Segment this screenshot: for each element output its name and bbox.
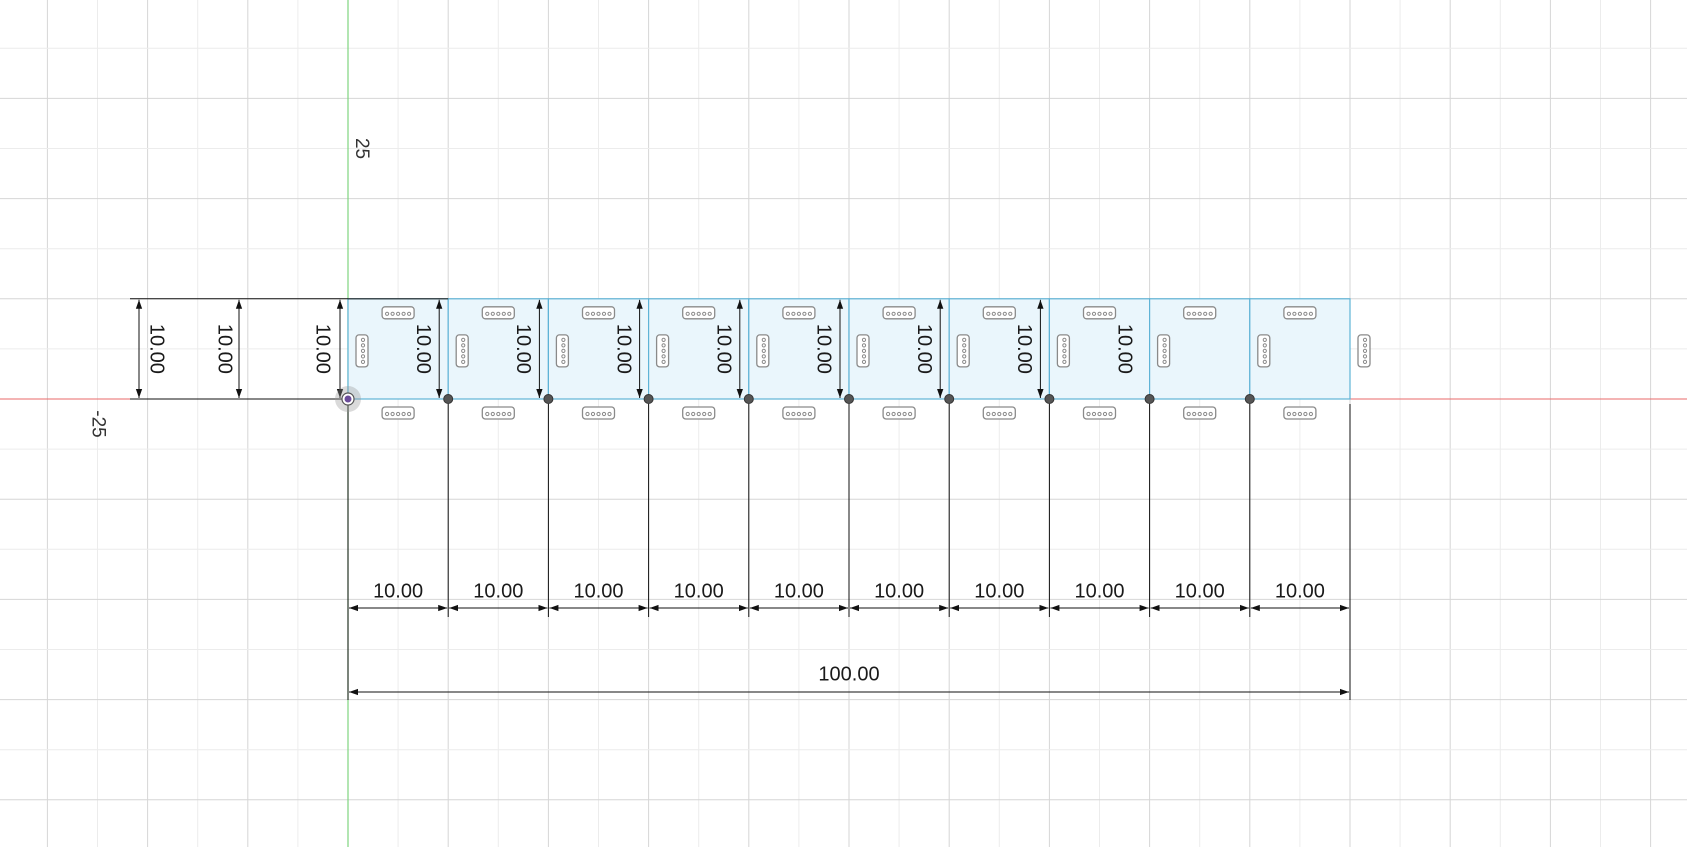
horizontal-dimension-label[interactable]: 10.00 [974,580,1024,602]
axis-label-vertical: 25 [351,138,372,159]
vertical-dimension-label[interactable]: 10.00 [713,324,735,374]
horizontal-constraint-icon [481,406,515,420]
vertical-dimension-label[interactable]: 10.00 [312,324,334,374]
horizontal-constraint-icon [1183,406,1217,420]
vertical-dimension-label[interactable]: 10.00 [214,324,236,374]
sketch-point-icon[interactable] [1244,394,1255,404]
vertical-constraint-icon [1056,334,1071,368]
sketch-point-icon[interactable] [1144,394,1155,404]
horizontal-dimension-label[interactable]: 10.00 [674,580,724,602]
sketch-point-icon[interactable] [1044,394,1055,404]
horizontal-dimension-label[interactable]: 10.00 [573,580,623,602]
vertical-dimension-label[interactable]: 10.00 [146,324,168,374]
vertical-constraint-icon [355,334,369,368]
horizontal-dimension-label[interactable]: 10.00 [1275,580,1325,602]
horizontal-dimension-label[interactable]: 10.00 [473,580,523,602]
vertical-constraint-icon [756,334,770,368]
horizontal-dimension-label[interactable]: 10.00 [1175,580,1225,602]
horizontal-dimension-label[interactable]: 10.00 [874,580,924,602]
vertical-dimension-label[interactable]: 10.00 [813,324,835,374]
horizontal-constraint-icon [782,306,816,320]
axis-label-horizontal: -25 [88,410,109,437]
horizontal-constraint-icon [982,406,1016,420]
sketch-point-icon[interactable] [844,394,854,404]
vertical-constraint-icon [455,334,469,368]
horizontal-constraint-icon [581,306,616,320]
vertical-constraint-icon [655,334,670,368]
vertical-dimension-label[interactable]: 10.00 [512,324,534,374]
vertical-constraint-icon [555,334,570,368]
vertical-dimension-label[interactable]: 10.00 [612,324,634,374]
horizontal-constraint-icon [882,406,916,420]
origin-point-icon[interactable] [335,386,361,412]
sketch-point-icon[interactable] [543,394,554,404]
horizontal-constraint-icon [1082,306,1117,320]
horizontal-constraint-icon [682,306,716,320]
horizontal-constraint-icon [1283,406,1317,420]
vertical-dimension-label[interactable]: 10.00 [1013,324,1035,374]
horizontal-constraint-icon [682,406,716,420]
horizontal-dimension-label[interactable]: 10.00 [774,580,824,602]
sketch-point-icon[interactable] [944,394,955,404]
horizontal-constraint-icon [782,406,816,420]
vertical-constraint-icon [956,334,970,368]
horizontal-constraint-icon [381,306,415,320]
horizontal-constraint-icon [1183,306,1217,320]
vertical-dimension-label[interactable]: 10.00 [412,324,434,374]
horizontal-constraint-icon [581,406,616,420]
horizontal-constraint-icon [381,406,415,420]
horizontal-constraint-icon [1082,406,1117,420]
sketch-point-icon[interactable] [643,394,654,404]
horizontal-constraint-icon [481,306,515,320]
vertical-constraint-icon [1257,334,1271,368]
sketch-points[interactable] [335,386,1255,412]
horizontal-constraint-icon [882,306,916,320]
vertical-constraint-icon [1156,334,1171,368]
horizontal-dimension-label[interactable]: 10.00 [373,580,423,602]
dimensions[interactable]: 10.00 10.00 10.00 10.00 10.00 10.00 10.00 10.00… [130,298,1351,700]
sketch-point-icon[interactable] [443,394,454,404]
sketch-point-icon[interactable] [743,394,754,404]
vertical-dimension-label[interactable]: 10.00 [1113,324,1135,374]
vertical-dimension-label[interactable]: 10.00 [913,324,935,374]
horizontal-constraint-icon [1283,306,1317,320]
overall-dimension-label[interactable]: 100.00 [818,663,879,685]
vertical-constraint-icon [856,334,870,368]
horizontal-constraint-icon [982,306,1016,320]
constraint-icons [355,306,1371,420]
horizontal-dimension-label[interactable]: 10.00 [1074,580,1124,602]
vertical-constraint-icon [1357,334,1371,368]
